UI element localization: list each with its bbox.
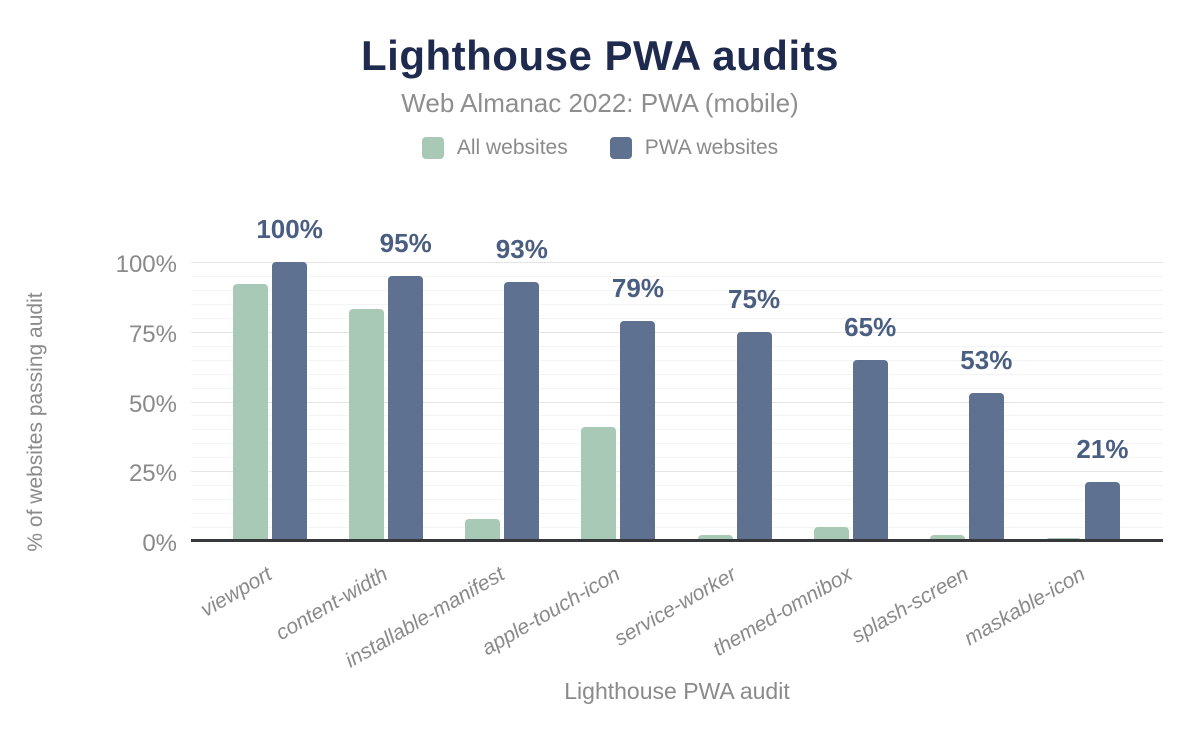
legend-swatch-icon <box>421 137 444 159</box>
x-axis-tick-labels: viewport content-width installable-manifes… <box>191 552 1163 673</box>
y-tick-label: 0% <box>142 530 177 557</box>
y-axis-title: % of websites passing audit <box>24 292 47 552</box>
minor-gridline <box>191 415 1163 417</box>
bar-group-apple-touch-icon: 79% <box>560 262 676 541</box>
bar-pwa-websites-installable-manifest[interactable]: 93% <box>496 236 548 541</box>
legend: All websites PWA websites <box>0 136 1200 160</box>
bar-value-label: 79% <box>611 272 664 303</box>
x-tick-label-maskable-icon: maskable-icon <box>959 562 1089 651</box>
bar-pwa-websites-service-worker[interactable]: 75% <box>728 286 780 541</box>
legend-item-all-websites[interactable]: All websites <box>421 136 568 160</box>
bar-group-service-worker: 75% <box>677 262 793 541</box>
minor-gridline <box>191 359 1163 361</box>
bar-group-themed-omnibox: 65% <box>793 262 909 541</box>
x-tick-label-splash-screen: splash-screen <box>847 562 973 648</box>
bar-value-label: 93% <box>495 233 548 264</box>
minor-gridline <box>191 429 1163 431</box>
bar-group-maskable-icon: 21% <box>1025 262 1141 541</box>
major-gridline <box>191 401 1163 403</box>
bar-all-websites-service-worker[interactable] <box>697 535 733 541</box>
x-axis-title: Lighthouse PWA audit <box>564 678 790 704</box>
x-tick-label-content-width: content-width <box>272 562 392 645</box>
y-tick-label: 75% <box>128 320 177 348</box>
bar-pwa-websites-apple-touch-icon[interactable]: 79% <box>612 275 664 541</box>
minor-gridline <box>191 443 1163 445</box>
minor-gridline <box>191 317 1163 319</box>
bar-value-label: 75% <box>728 283 781 314</box>
major-gridline <box>191 262 1163 263</box>
bar-pwa-websites-maskable-icon[interactable]: 21% <box>1076 436 1128 541</box>
minor-gridline <box>191 289 1163 291</box>
bar-group-content-width: 95% <box>328 230 444 541</box>
bar-value-label: 95% <box>379 227 432 258</box>
bar-pwa-websites-content-width[interactable]: 95% <box>380 230 432 541</box>
bar-group-installable-manifest: 93% <box>444 236 560 541</box>
x-axis-line <box>191 539 1163 542</box>
bar-all-websites-themed-omnibox[interactable] <box>813 527 849 541</box>
bar-value-label: 100% <box>256 214 323 244</box>
chart-subtitle: Web Almanac 2022: PWA (mobile) <box>401 88 799 118</box>
bar-value-label: 53% <box>960 345 1013 376</box>
bar-all-websites-content-width[interactable] <box>349 309 385 541</box>
minor-gridline <box>191 345 1163 347</box>
legend-label: All websites <box>456 136 568 159</box>
minor-gridline <box>191 499 1163 501</box>
legend-swatch-icon <box>609 137 632 159</box>
bar-value-label: 21% <box>1076 434 1129 465</box>
bar-all-websites-apple-touch-icon[interactable] <box>581 426 617 541</box>
bar-pwa-websites-themed-omnibox[interactable]: 65% <box>844 314 896 541</box>
y-tick-label: 25% <box>128 460 177 488</box>
bar-all-websites-viewport[interactable] <box>233 284 269 541</box>
bar-all-websites-installable-manifest[interactable] <box>465 518 501 541</box>
bar-group-viewport: 100% <box>212 216 328 541</box>
y-tick-label: 50% <box>128 390 177 418</box>
minor-gridline <box>191 387 1163 389</box>
plot-area: 100% 95% 93% 79% 75% 65% 53% 21% <box>191 216 1163 541</box>
bar-group-splash-screen: 53% <box>909 262 1025 541</box>
y-tick-label: 100% <box>115 251 177 278</box>
minor-gridline <box>191 373 1163 375</box>
bar-pwa-websites-splash-screen[interactable]: 53% <box>960 347 1012 541</box>
minor-gridline <box>191 303 1163 305</box>
bar-value-label: 65% <box>844 311 897 342</box>
bar-all-websites-splash-screen[interactable] <box>929 535 965 541</box>
minor-gridline <box>191 513 1163 515</box>
major-gridline <box>191 331 1163 333</box>
minor-gridline <box>191 485 1163 487</box>
minor-gridline <box>191 527 1163 529</box>
bar-pwa-websites-viewport[interactable]: 100% <box>256 216 323 541</box>
major-gridline <box>191 471 1163 473</box>
legend-item-pwa-websites[interactable]: PWA websites <box>609 136 779 160</box>
minor-gridline <box>191 275 1163 277</box>
legend-label: PWA websites <box>644 136 779 159</box>
x-tick-label-viewport: viewport <box>196 562 276 622</box>
chart-title: Lighthouse PWA audits <box>361 32 839 79</box>
minor-gridline <box>191 457 1163 459</box>
bars-row: 100% 95% 93% 79% 75% 65% 53% 21% <box>191 216 1163 541</box>
